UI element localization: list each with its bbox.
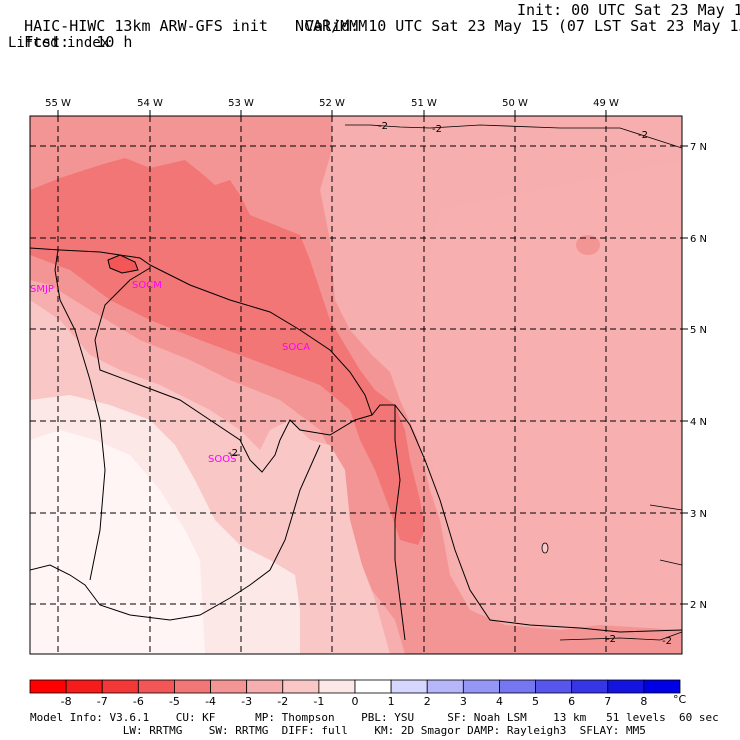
- colorbar-swatch: [426, 679, 464, 694]
- colorbar-label: 8: [640, 695, 647, 708]
- colorbar-label: -4: [205, 695, 216, 708]
- fill-minus5: [30, 158, 425, 545]
- contour-label: -2: [606, 634, 616, 645]
- border-suriname-guyana: [54, 249, 106, 581]
- field-name: Lifted index: [8, 35, 110, 51]
- colorbar-label: -3: [241, 695, 252, 708]
- lon-label: 49 W: [593, 98, 619, 109]
- colorbar-swatch: [535, 679, 573, 694]
- contour-label: -2: [378, 121, 388, 132]
- lon-label: 51 W: [411, 98, 437, 109]
- colorbar-swatch: [354, 679, 392, 694]
- colorbar-label: -8: [61, 695, 72, 708]
- lon-label: 54 W: [137, 98, 163, 109]
- lon-label: 52 W: [319, 98, 345, 109]
- colorbar-label: -1: [313, 695, 324, 708]
- colorbar-swatch: [101, 679, 139, 694]
- contour-label: -2: [432, 124, 442, 135]
- colorbar-label: 5: [532, 695, 539, 708]
- lat-label: 6 N: [690, 234, 707, 245]
- colorbar-swatch: [282, 679, 320, 694]
- map-frame: [29, 115, 683, 655]
- lat-label: 3 N: [690, 509, 707, 520]
- colorbar-label: -5: [169, 695, 180, 708]
- fcst-label: Fcst:: [24, 33, 70, 51]
- fill-zero: [30, 430, 205, 654]
- lat-label: 7 N: [690, 142, 707, 153]
- contour-label: -2: [638, 130, 648, 141]
- border-brazil: [30, 444, 321, 621]
- lat-label: 4 N: [690, 417, 707, 428]
- colorbar-label: 2: [424, 695, 431, 708]
- colorbar-swatch: [607, 679, 645, 694]
- lat-label: 2 N: [690, 600, 707, 611]
- station-soos: SOOS: [208, 454, 236, 465]
- colorbar-swatch: [643, 679, 681, 694]
- colorbar-label: -7: [97, 695, 108, 708]
- colorbar-swatch: [137, 679, 175, 694]
- model-info-line1: Model Info: V3.6.1 CU: KF MP: Thompson P…: [30, 711, 719, 724]
- model-info-line2: LW: RRTMG SW: RRTMG DIFF: full KM: 2D Sm…: [30, 724, 646, 737]
- fill-minus3-east: [420, 160, 682, 625]
- colorbar-swatch: [571, 679, 609, 694]
- colorbar-swatch: [499, 679, 536, 694]
- contour-label: -2: [662, 636, 672, 647]
- lon-label: 53 W: [228, 98, 254, 109]
- contour-label: -2: [228, 448, 238, 459]
- colorbar-label: 0: [352, 695, 359, 708]
- colorbar-label: 3: [460, 695, 467, 708]
- colorbar-label: 7: [604, 695, 611, 708]
- colorbar-label: 4: [496, 695, 503, 708]
- colorbar-swatch: [174, 679, 211, 694]
- colorbar-swatch: [318, 679, 356, 694]
- border-brazil-amapa: [394, 405, 406, 641]
- colorbar-swatch: [246, 679, 284, 694]
- station-smjp: SMJP: [30, 284, 54, 295]
- lat-label: 5 N: [690, 325, 707, 336]
- model-title: HAIC-HIWC 13km ARW-GFS init: [24, 17, 268, 35]
- lon-label: 50 W: [502, 98, 528, 109]
- org-label: NCAR/MMM: [295, 17, 368, 35]
- init-time: Init: 00 UTC Sat 23 May 15: [517, 1, 740, 19]
- fcst-value: 10 h: [96, 33, 133, 51]
- colorbar-swatch: [210, 679, 248, 694]
- colorbar-swatch: [462, 679, 500, 694]
- border-suriname-fguiana: [94, 267, 373, 473]
- colorbar-swatch: [390, 679, 428, 694]
- valid-time: Valid: 10 UTC Sat 23 May 15 (07 LST Sat …: [305, 17, 740, 35]
- colorbar: -8 -7 -6 -5 -4 -3 -2 -1 0 1 2 3 4 5 6 7 8: [29, 679, 681, 708]
- colorbar-label: 1: [388, 695, 395, 708]
- colorbar-label: -2: [277, 695, 288, 708]
- colorbar-unit: °C: [673, 693, 687, 706]
- station-socm: SOCM: [132, 280, 162, 291]
- lon-label: 55 W: [45, 98, 71, 109]
- colorbar-swatch: [29, 679, 67, 694]
- colorbar-swatch: [65, 679, 103, 694]
- station-soca: SOCA: [282, 342, 310, 353]
- coastline: [30, 247, 682, 633]
- colorbar-label: -6: [133, 695, 144, 708]
- colorbar-label: 6: [568, 695, 575, 708]
